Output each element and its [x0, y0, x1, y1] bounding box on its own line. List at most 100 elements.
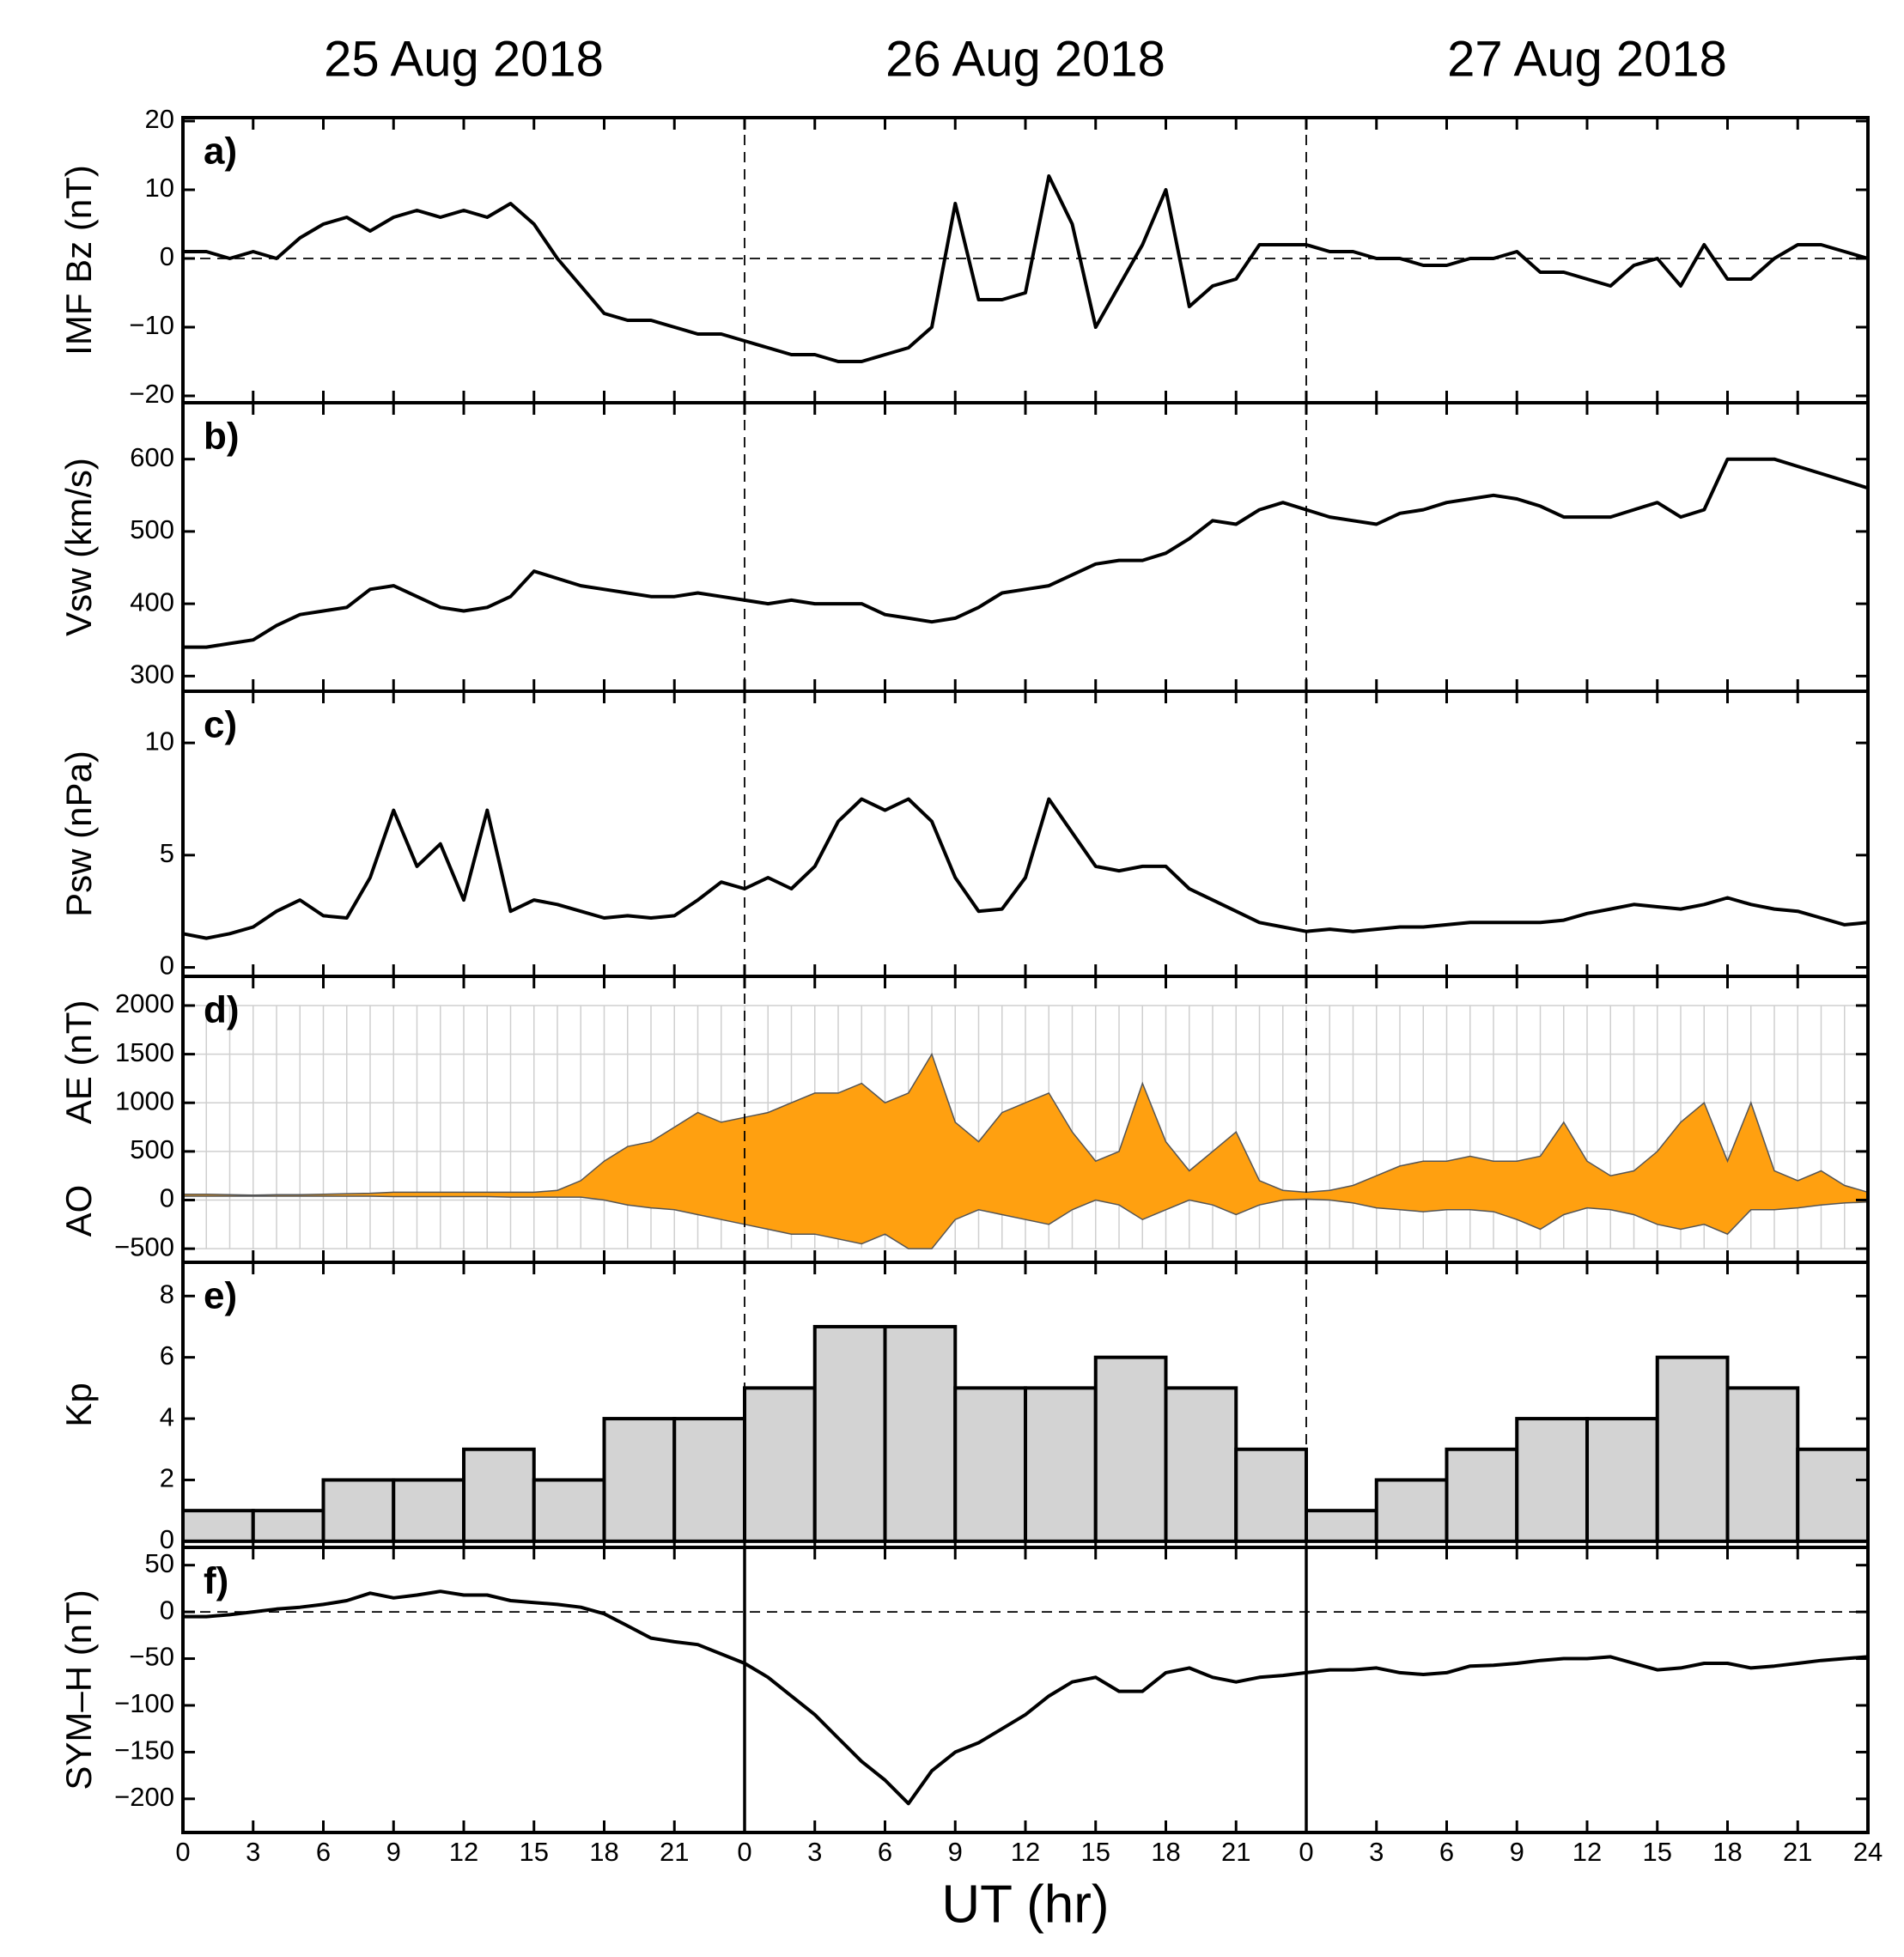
bar — [812, 1324, 887, 1543]
y-tick-label: −500 — [114, 1231, 174, 1261]
x-tick-label: 21 — [1221, 1837, 1250, 1867]
x-tick-label: 6 — [316, 1837, 331, 1867]
x-tick-label: 6 — [878, 1837, 892, 1867]
x-tick-label: 21 — [1783, 1837, 1812, 1867]
y-tick-label: 2 — [160, 1463, 174, 1493]
y-tick-label: −200 — [114, 1782, 174, 1812]
bar — [1024, 1386, 1098, 1543]
x-tick-label: 15 — [1081, 1837, 1110, 1867]
bar — [462, 1447, 536, 1543]
y-tick-label: 300 — [130, 659, 174, 690]
panel: 500−50−100−150−2000 3 6 9 12 15 18 21 0 3 6 9 12 15 18… — [58, 1546, 1883, 1867]
panel: −20 −10 0 10 20 a) IMF Bz (nT) — [58, 104, 1870, 409]
bar — [743, 1386, 817, 1543]
y-tick-label: 600 — [130, 442, 174, 472]
y-tick-label: −20 — [129, 379, 174, 409]
panel-label: c) — [204, 704, 237, 746]
y-axis-label: Kp — [58, 1383, 99, 1426]
bar — [1655, 1355, 1730, 1543]
x-tick-label: 15 — [1643, 1837, 1672, 1867]
y-tick-label: −100 — [114, 1688, 174, 1718]
y-tick-label: 10 — [145, 173, 174, 203]
y-tick-label: 2000 — [115, 988, 174, 1018]
x-tick-label: 3 — [807, 1837, 822, 1867]
y-tick-label: 0 — [160, 1524, 174, 1554]
bar — [602, 1417, 677, 1543]
panel-frame — [181, 690, 1870, 978]
x-tick-label: 18 — [1712, 1837, 1742, 1867]
x-tick-label: 9 — [386, 1837, 401, 1867]
y-axis-label: IMF Bz (nT) — [58, 165, 99, 356]
y-tick-label: 500 — [130, 514, 174, 544]
bar — [1374, 1478, 1449, 1543]
bar — [1305, 1509, 1378, 1543]
data-line — [182, 797, 1869, 940]
y-tick-label: 5 — [160, 838, 174, 868]
bar — [953, 1386, 1027, 1543]
bar — [532, 1478, 606, 1543]
x-tick-label: 18 — [589, 1837, 618, 1867]
x-tick-label: 12 — [1011, 1837, 1040, 1867]
panel-frame — [181, 116, 1870, 404]
bar — [1164, 1386, 1238, 1543]
y-tick-label: 0 — [160, 1183, 174, 1213]
x-tick-label: 9 — [948, 1837, 963, 1867]
x-tick-label: 9 — [1510, 1837, 1524, 1867]
x-tick-label: 12 — [449, 1837, 478, 1867]
bar — [1234, 1447, 1308, 1543]
x-tick-label: 3 — [246, 1837, 260, 1867]
x-tick-label: 0 — [1299, 1837, 1313, 1867]
bar — [1445, 1447, 1519, 1543]
y-axis-label: Psw (nPa) — [58, 751, 99, 917]
data-line — [183, 174, 1869, 363]
x-tick-label: 12 — [1572, 1837, 1602, 1867]
panel: 0 5 10 c) Psw (nPa) — [58, 690, 1870, 981]
y-axis-label: AO — [58, 1185, 99, 1237]
y-tick-label: 0 — [160, 241, 174, 271]
data-line — [183, 1589, 1869, 1806]
panel-frame — [181, 401, 1870, 693]
panel: 300 400 500 600 b) Vsw (km/s) — [58, 401, 1870, 693]
date-title: 27 Aug 2018 — [1447, 31, 1727, 87]
y-tick-label: 0 — [160, 1595, 174, 1625]
bar — [1093, 1355, 1168, 1543]
y-tick-label: 20 — [145, 104, 174, 134]
y-tick-label: 500 — [130, 1134, 174, 1164]
panel-label: f) — [204, 1560, 228, 1602]
bar — [883, 1324, 958, 1543]
y-axis-label: SYM–H (nT) — [58, 1589, 99, 1790]
y-tick-label: −50 — [129, 1642, 174, 1672]
y-axis-label: AE (nT) — [58, 1000, 99, 1125]
y-tick-label: 10 — [145, 726, 174, 756]
y-tick-label: 4 — [160, 1401, 174, 1431]
x-axis-label: UT (hr) — [941, 1875, 1109, 1934]
panel: −500 0 500 1000 1500 2000 d) AE (nT) AO — [58, 975, 1870, 1264]
panel: 0 2 4 6 8 e) Kp — [58, 1261, 1870, 1554]
bar — [1796, 1447, 1870, 1543]
x-tick-label: 3 — [1369, 1837, 1384, 1867]
panel-label: d) — [204, 989, 240, 1031]
panel-frame — [181, 1546, 1870, 1834]
y-tick-label: 1000 — [115, 1085, 174, 1115]
date-title: 26 Aug 2018 — [885, 31, 1165, 87]
x-tick-label: 0 — [175, 1837, 190, 1867]
x-tick-label: 24 — [1853, 1837, 1883, 1867]
panel-label: a) — [204, 131, 237, 173]
y-axis-label: Vsw (km/s) — [58, 458, 99, 636]
bar — [672, 1417, 746, 1543]
y-tick-label: −10 — [129, 310, 174, 340]
panel-label: e) — [204, 1275, 237, 1317]
y-tick-label: 400 — [130, 586, 174, 617]
y-tick-label: 8 — [160, 1279, 174, 1309]
y-tick-label: 0 — [160, 951, 174, 981]
y-tick-label: 6 — [160, 1340, 174, 1371]
bar — [251, 1509, 325, 1543]
x-tick-label: 15 — [520, 1837, 549, 1867]
bar — [1585, 1417, 1659, 1543]
y-tick-label: 1500 — [115, 1037, 174, 1067]
data-line — [183, 457, 1869, 649]
x-tick-label: 6 — [1439, 1837, 1454, 1867]
date-title: 25 Aug 2018 — [324, 31, 604, 87]
bar — [181, 1509, 255, 1543]
x-tick-label: 0 — [737, 1837, 751, 1867]
